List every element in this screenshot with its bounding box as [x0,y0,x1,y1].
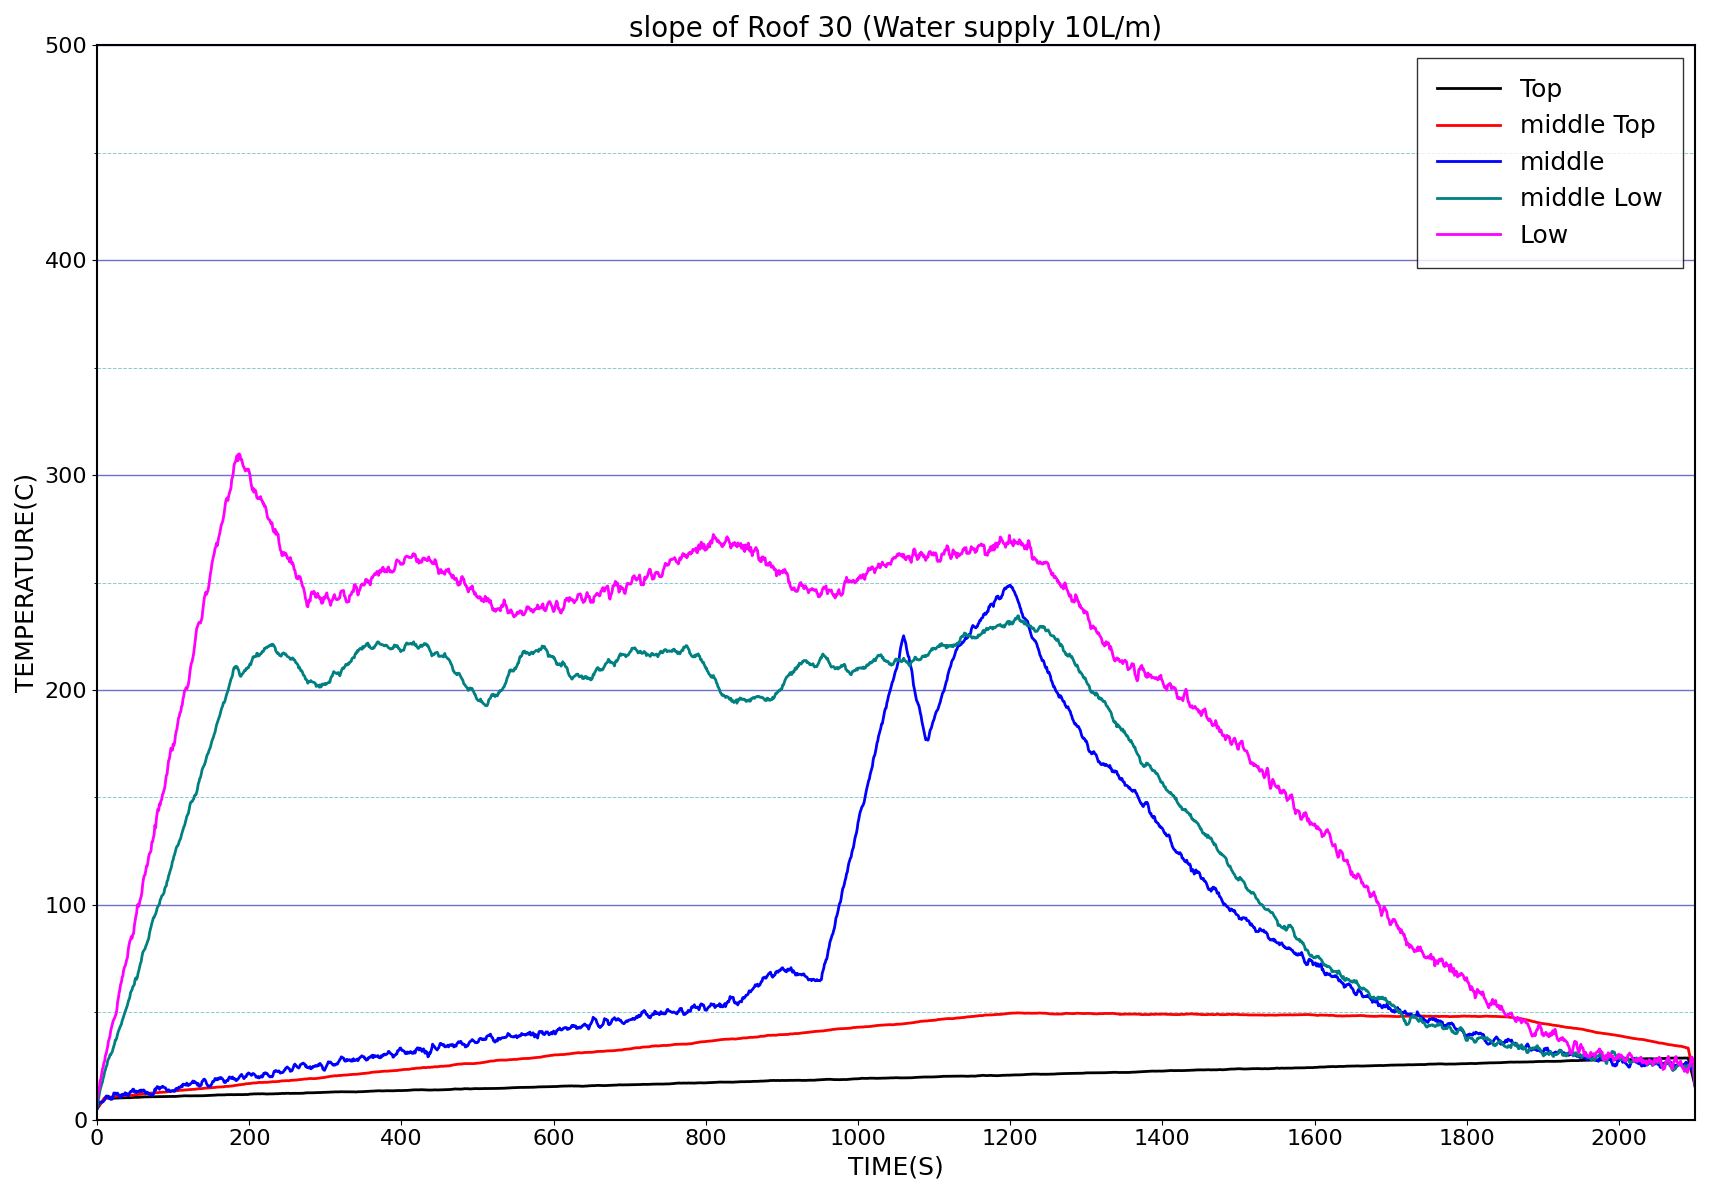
Top [628,1077,648,1091]
Top [491,1082,511,1096]
Line: Top: Top [97,1058,1695,1109]
Low [947,547,968,561]
middle [1684,1078,1705,1093]
Title: slope of Roof 30 (Water supply 10L/m): slope of Roof 30 (Water supply 10L/m) [629,16,1163,43]
middle Low [1212,848,1233,862]
Legend: Top, middle Top, middle, middle Low, Low: Top, middle Top, middle, middle Low, Low [1418,57,1683,267]
middle Low [515,644,535,658]
Low [248,492,268,506]
middle Top [1684,1073,1705,1088]
middle Low [628,646,648,660]
Line: Low: Low [97,454,1695,1101]
middle [947,640,968,654]
middle Top [1212,1008,1233,1022]
Top [1674,1051,1695,1065]
Low [491,601,511,615]
middle Low [87,1101,108,1115]
middle Low [246,646,267,660]
Top [1684,1078,1705,1093]
middle Low [1009,609,1029,623]
middle [515,1027,535,1041]
Top [1212,1063,1233,1077]
Low [87,1094,108,1108]
middle [87,1102,108,1116]
middle Low [1684,1078,1705,1093]
middle [1212,897,1233,911]
Y-axis label: TEMPERATURE(C): TEMPERATURE(C) [15,473,39,693]
X-axis label: TIME(S): TIME(S) [848,1155,944,1178]
middle Top [628,1041,648,1055]
Low [1684,1078,1705,1093]
middle Low [491,683,511,697]
Line: middle Low: middle Low [97,616,1695,1108]
Low [229,447,250,461]
middle [491,1032,511,1046]
middle Top [1007,1005,1028,1020]
middle Top [491,1053,511,1067]
Low [629,571,650,585]
middle Top [947,1010,968,1024]
Low [515,605,535,620]
Top [515,1081,535,1095]
middle Top [246,1076,267,1090]
Top [246,1087,267,1101]
Line: middle Top: middle Top [97,1013,1695,1109]
middle Top [515,1051,535,1065]
middle [1000,578,1021,592]
Top [87,1102,108,1116]
middle Top [87,1102,108,1116]
Line: middle: middle [97,585,1695,1109]
Top [947,1069,968,1083]
middle [246,1070,267,1084]
middle [628,1009,648,1023]
middle Low [947,636,968,651]
Low [1212,728,1233,743]
